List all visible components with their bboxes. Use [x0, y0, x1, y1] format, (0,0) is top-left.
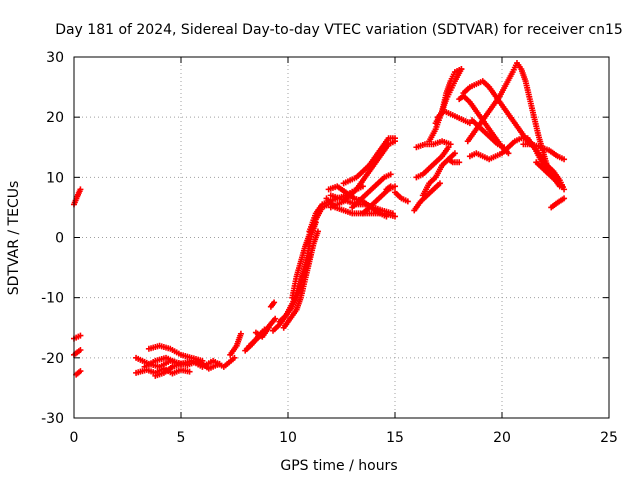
data-point — [216, 360, 223, 367]
data-point — [387, 183, 394, 190]
y-tick-label: 0 — [55, 231, 64, 247]
x-tick-label: 25 — [600, 430, 618, 446]
data-point — [392, 213, 398, 220]
y-tick-labels: -30 -20 -10 0 10 20 30 — [41, 50, 64, 427]
data-point — [77, 347, 84, 354]
series-arc-24 — [349, 171, 394, 211]
data-point — [558, 183, 565, 190]
data-point — [501, 144, 508, 151]
data-point — [466, 120, 473, 127]
y-tick-label: 10 — [46, 170, 64, 186]
series-arc-09 — [227, 330, 244, 358]
data-points — [71, 60, 568, 379]
series-arc-22 — [327, 138, 398, 211]
data-point — [231, 354, 238, 361]
data-point — [404, 198, 411, 205]
data-point — [447, 141, 454, 148]
grid — [74, 57, 609, 418]
data-point — [505, 150, 512, 157]
series-arc-07 — [145, 342, 206, 364]
axis-ticks — [73, 56, 610, 419]
y-tick-label: 30 — [46, 50, 64, 66]
data-point — [77, 368, 84, 375]
series-arc-34 — [434, 108, 473, 127]
series-arc-12 — [252, 324, 272, 340]
series-arc-13 — [267, 299, 278, 310]
y-tick-label: -30 — [41, 411, 64, 427]
y-axis-label: SDTVAR / TECUs — [6, 181, 22, 296]
x-tick-label: 0 — [70, 430, 79, 446]
series-arc-35 — [445, 156, 463, 166]
x-tick-label: 10 — [279, 430, 297, 446]
series-arc-37 — [460, 78, 568, 193]
data-point — [561, 195, 568, 202]
series-arc-40 — [469, 117, 508, 151]
x-axis-label: GPS time / hours — [280, 458, 397, 474]
data-point — [186, 368, 193, 375]
y-tick-label: -10 — [41, 291, 64, 307]
series-arc-27 — [392, 189, 411, 205]
series-arc-16 — [280, 228, 321, 331]
chart-title: Day 181 of 2024, Sidereal Day-to-day VTE… — [55, 22, 623, 38]
data-point — [271, 299, 278, 306]
series-arc-28 — [411, 180, 443, 214]
data-point — [387, 171, 394, 178]
series-arc-41 — [520, 141, 568, 163]
data-point — [272, 315, 279, 322]
data-point — [314, 228, 321, 235]
series-arc-08 — [152, 360, 184, 379]
x-tick-label: 15 — [386, 430, 404, 446]
data-point — [178, 360, 184, 367]
data-point — [451, 150, 458, 157]
series-arc-33 — [432, 66, 465, 127]
x-tick-label: 20 — [493, 430, 511, 446]
series-arc-43 — [548, 195, 568, 211]
series-arc-26 — [383, 183, 394, 193]
series-arc-42 — [533, 159, 565, 190]
x-tick-label: 5 — [177, 430, 186, 446]
data-point — [392, 135, 398, 142]
data-point — [436, 180, 443, 187]
data-point — [237, 330, 244, 337]
data-point — [77, 186, 84, 193]
x-tick-labels: 0 5 10 15 20 25 — [70, 430, 618, 446]
series-arc-29 — [413, 144, 452, 181]
series-arc-23 — [340, 135, 398, 187]
data-point — [561, 186, 568, 193]
series-arc-03 — [73, 368, 84, 378]
data-point — [199, 357, 206, 364]
y-tick-label: -20 — [41, 351, 64, 367]
data-point — [458, 66, 465, 73]
data-point — [265, 324, 272, 331]
data-point — [561, 156, 568, 163]
data-point — [456, 159, 463, 166]
data-point — [389, 210, 396, 217]
data-point — [77, 332, 84, 339]
y-tick-label: 20 — [46, 110, 64, 126]
series-arc-05 — [133, 365, 193, 377]
